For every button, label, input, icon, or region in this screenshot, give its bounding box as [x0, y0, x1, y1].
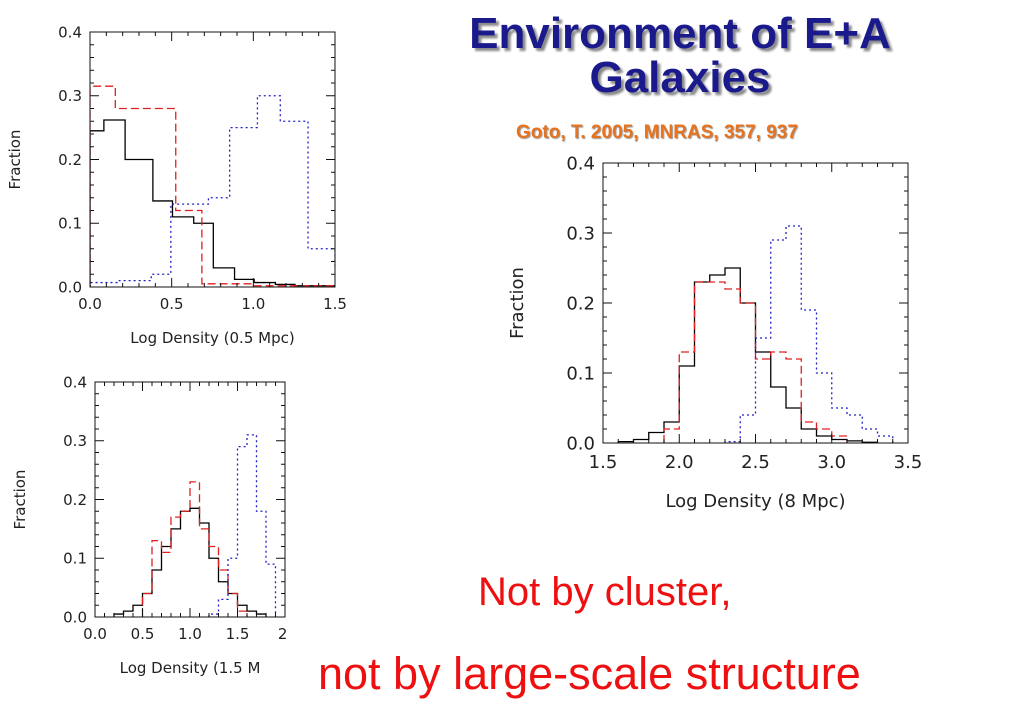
x-tick-label: 0.0 — [78, 295, 102, 313]
y-tick-label: 0.3 — [63, 432, 87, 450]
y-axis-label: Fraction — [507, 267, 528, 339]
series-dashed-1 — [141, 481, 248, 617]
citation: Goto, T. 2005, MNRAS, 357, 937 — [516, 122, 798, 143]
plot-density-8mpc: 1.5 2.0 2.5 3.0 3.5 0.0 0.1 0.2 0.3 0.4 Log Densit… — [507, 153, 923, 512]
x-tick-label: 0.5 — [160, 295, 184, 313]
axes-frame — [94, 381, 286, 618]
y-tick-label: 0.2 — [63, 491, 87, 509]
x-axis-label: Log Density (8 Mpc) — [665, 491, 845, 512]
cropping-box — [286, 552, 346, 702]
y-tick-label: 0.4 — [58, 23, 82, 41]
plot-density-0-5mpc: 0.0 0.5 1.0 1.5 0.0 0.1 0.2 0.3 0.4 Log Density (… — [6, 23, 347, 347]
slide-title-line1: Environment of E+A — [469, 9, 891, 58]
x-tick-label: 1.5 — [226, 625, 250, 643]
y-tick-label: 0.1 — [566, 363, 595, 384]
y-tick-label: 0.0 — [58, 278, 82, 296]
y-tick-label: 0.3 — [58, 87, 82, 105]
x-tick-label: 0.5 — [131, 625, 155, 643]
slide-title-line2: Galaxies — [589, 53, 771, 102]
x-axis-label: Log Density (1.5 M — [120, 659, 261, 677]
x-tick-label: 0.0 — [83, 625, 107, 643]
series-dotted-2 — [90, 95, 335, 287]
x-tick-label: 3.0 — [817, 452, 846, 473]
y-axis-label: Fraction — [11, 470, 29, 530]
series-dotted-2 — [208, 434, 277, 617]
y-tick-label: 0.1 — [63, 550, 87, 568]
series-solid-0 — [113, 507, 267, 617]
message-line1: Not by cluster, — [478, 570, 732, 614]
series-dashed-1 — [663, 281, 848, 443]
x-tick-label: 1.5 — [589, 452, 618, 473]
x-tick-label: 2.5 — [741, 452, 770, 473]
y-tick-label: 0.4 — [63, 373, 87, 391]
x-tick-label: 2.0 — [665, 452, 694, 473]
x-tick-label: 1.5 — [323, 295, 347, 313]
series-dotted-2 — [724, 225, 894, 443]
y-axis-label: Fraction — [6, 130, 24, 190]
series-solid-0 — [90, 119, 335, 287]
x-tick-label: 3.5 — [894, 452, 923, 473]
y-tick-label: 0.1 — [58, 215, 82, 233]
x-axis-label: Log Density (0.5 Mpc) — [130, 329, 294, 347]
message-line2: not by large-scale structure — [318, 648, 861, 699]
y-tick-label: 0.0 — [63, 608, 87, 626]
series-dashed-1 — [90, 85, 335, 287]
y-tick-label: 0.2 — [566, 293, 595, 314]
series-solid-0 — [617, 267, 879, 443]
y-tick-label: 0.4 — [566, 153, 595, 174]
y-tick-label: 0.2 — [58, 151, 82, 169]
x-tick-label: 1.0 — [178, 625, 202, 643]
x-tick-label: 1.0 — [241, 295, 265, 313]
y-tick-label: 0.3 — [566, 223, 595, 244]
y-tick-label: 0.0 — [566, 433, 595, 454]
slide-title: Environment of E+A Galaxies — [380, 12, 980, 100]
